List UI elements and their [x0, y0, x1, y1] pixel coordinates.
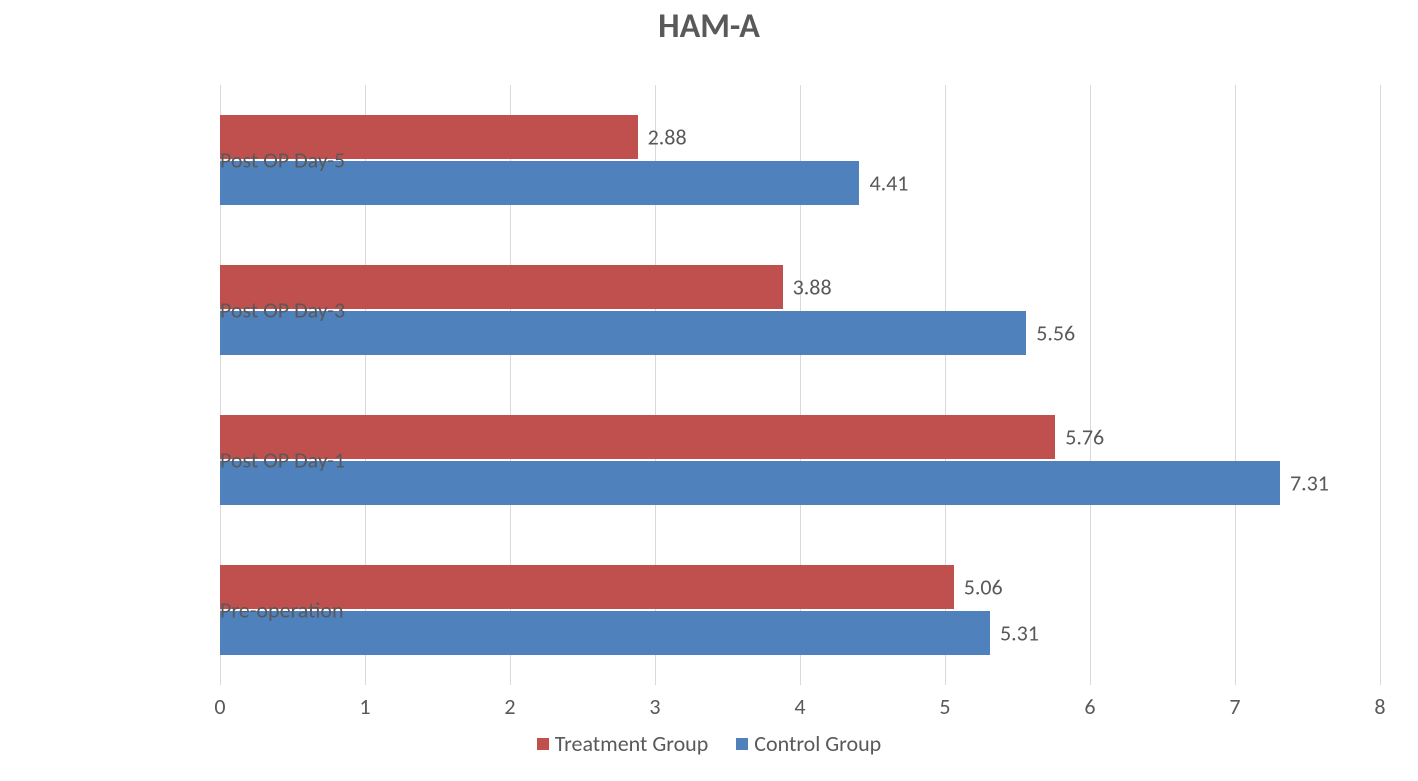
- plot-area: 2.88 4.41 3.88 5.56 5.76 7.31 5.06 5.31: [220, 85, 1380, 685]
- x-tick-label: 5: [939, 693, 950, 720]
- category-label: Post OP Day-5: [220, 147, 230, 174]
- bar-value-label: 2.88: [648, 124, 687, 151]
- legend-item: Control Group: [736, 730, 881, 757]
- chart-container: HAM-A 2.88 4.41 3.88 5.56 5.76 7.31 5.06 5.31 0…: [0, 0, 1418, 781]
- gridline: [1235, 85, 1236, 685]
- x-tick-label: 8: [1374, 693, 1385, 720]
- legend-swatch: [736, 738, 748, 750]
- category-label: Post OP Day-3: [220, 297, 230, 324]
- x-tick-label: 4: [794, 693, 805, 720]
- bar-value-label: 4.41: [869, 170, 908, 197]
- gridline: [1380, 85, 1381, 685]
- bar-value-label: 5.56: [1036, 320, 1075, 347]
- legend-swatch: [537, 738, 549, 750]
- legend: Treatment Group Control Group: [0, 730, 1418, 757]
- legend-label: Treatment Group: [555, 730, 709, 757]
- x-tick-label: 0: [214, 693, 225, 720]
- bar-value-label: 3.88: [793, 274, 832, 301]
- category-label: Pre-operation: [220, 597, 230, 624]
- x-tick-label: 2: [504, 693, 515, 720]
- bar: [220, 415, 1055, 459]
- bar: [220, 461, 1280, 505]
- x-tick-label: 1: [359, 693, 370, 720]
- x-tick-label: 7: [1229, 693, 1240, 720]
- bar-value-label: 5.76: [1065, 424, 1104, 451]
- category-label: Post OP Day-1: [220, 447, 230, 474]
- bar-value-label: 5.31: [1000, 620, 1039, 647]
- chart-title: HAM-A: [0, 6, 1418, 47]
- legend-label: Control Group: [754, 730, 881, 757]
- legend-item: Treatment Group: [537, 730, 709, 757]
- bar-value-label: 7.31: [1290, 470, 1329, 497]
- gridline: [1090, 85, 1091, 685]
- x-tick-label: 6: [1084, 693, 1095, 720]
- bar-value-label: 5.06: [964, 574, 1003, 601]
- x-tick-label: 3: [649, 693, 660, 720]
